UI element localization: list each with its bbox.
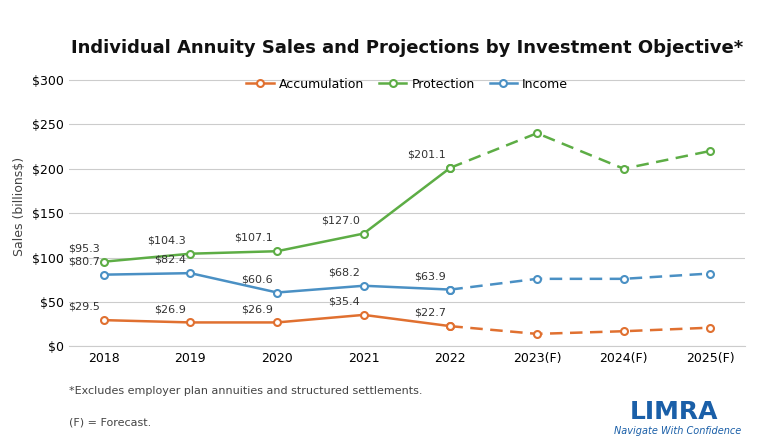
Text: $26.9: $26.9	[241, 304, 273, 314]
Text: $127.0: $127.0	[321, 215, 359, 225]
Text: $22.7: $22.7	[414, 308, 446, 318]
Text: $80.7: $80.7	[68, 256, 100, 266]
Text: $104.3: $104.3	[147, 235, 187, 246]
Text: $26.9: $26.9	[154, 304, 187, 314]
Text: $95.3: $95.3	[68, 243, 100, 254]
Legend: Accumulation, Protection, Income: Accumulation, Protection, Income	[241, 73, 573, 96]
Text: LIMRA: LIMRA	[630, 400, 718, 424]
Text: *Excludes employer plan annuities and structured settlements.: *Excludes employer plan annuities and st…	[69, 386, 422, 396]
Text: $201.1: $201.1	[408, 150, 446, 159]
Text: (F) = Forecast.: (F) = Forecast.	[69, 417, 151, 428]
Text: $35.4: $35.4	[328, 297, 359, 306]
Text: $29.5: $29.5	[68, 302, 100, 312]
Text: $82.4: $82.4	[154, 255, 187, 265]
Text: Navigate With Confidence: Navigate With Confidence	[614, 426, 742, 436]
Text: $68.2: $68.2	[328, 267, 359, 278]
Text: $60.6: $60.6	[241, 274, 273, 284]
Text: $63.9: $63.9	[415, 271, 446, 281]
Text: $107.1: $107.1	[234, 233, 273, 243]
Y-axis label: Sales (billions$): Sales (billions$)	[13, 157, 26, 256]
Title: Individual Annuity Sales and Projections by Investment Objective*: Individual Annuity Sales and Projections…	[71, 39, 743, 57]
